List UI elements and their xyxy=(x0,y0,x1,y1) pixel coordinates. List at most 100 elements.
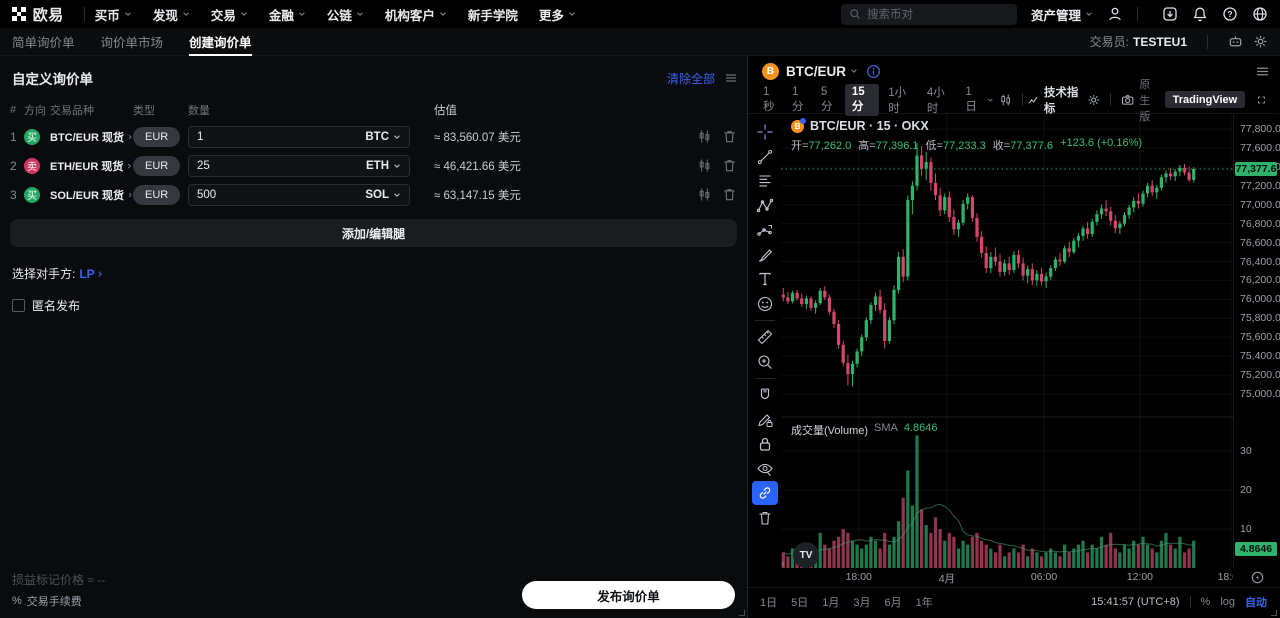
tf-1m[interactable]: 1分 xyxy=(791,85,804,113)
bot-assistant-icon[interactable] xyxy=(1228,34,1243,49)
magnet-tool[interactable] xyxy=(752,383,778,407)
coin-selector[interactable]: SOL xyxy=(365,189,401,201)
delete-leg-icon[interactable] xyxy=(722,158,737,173)
info-icon[interactable] xyxy=(866,64,881,79)
menu-discover[interactable]: 发现 xyxy=(153,5,190,24)
pair-selector[interactable]: ETH/EUR 现货 xyxy=(50,158,133,174)
scroll-left-icon[interactable]: ‹ xyxy=(781,558,785,568)
tab-simple-rfq[interactable]: 简单询价单 xyxy=(12,36,75,50)
time-tick: 18:00 xyxy=(1217,571,1233,583)
menu-finance[interactable]: 金融 xyxy=(269,5,306,24)
trend-line-tool[interactable] xyxy=(752,145,778,169)
menu-buy-crypto[interactable]: 买币 xyxy=(95,5,132,24)
tf-5m[interactable]: 5分 xyxy=(820,85,833,113)
amount-input[interactable]: 1 BTC xyxy=(188,125,410,148)
screenshot-camera-icon[interactable] xyxy=(1121,92,1134,108)
candle-style-icon[interactable] xyxy=(999,92,1012,108)
fib-retracement-tool[interactable] xyxy=(752,169,778,193)
help-icon[interactable]: ? xyxy=(1222,6,1238,22)
forecast-tool[interactable] xyxy=(752,218,778,242)
range-5d[interactable]: 5日 xyxy=(791,596,809,609)
clock[interactable]: 15:41:57 (UTC+8) xyxy=(1091,595,1180,608)
brush-tool[interactable] xyxy=(752,243,778,267)
chart-canvas[interactable]: B BTC/EUR · 15 · OKX 开=77,262.0 高=77,396… xyxy=(781,114,1233,568)
counterparty-link[interactable]: LP xyxy=(79,267,103,281)
drawing-edit-lock-tool[interactable] xyxy=(752,408,778,432)
menu-more[interactable]: 更多 xyxy=(539,5,576,24)
range-3m[interactable]: 3月 xyxy=(853,596,871,609)
user-icon[interactable] xyxy=(1107,6,1123,22)
range-1m[interactable]: 1月 xyxy=(822,596,840,609)
pair-selector[interactable]: BTC/EUR 现货 xyxy=(50,129,133,145)
add-edit-legs-button[interactable]: 添加/编辑腿 xyxy=(10,219,737,247)
sync-drawings-tool[interactable] xyxy=(751,481,778,505)
range-6m[interactable]: 6月 xyxy=(884,596,902,609)
indicators-button[interactable]: 技术指标 xyxy=(1028,84,1082,116)
amount-input[interactable]: 500 SOL xyxy=(188,183,410,206)
tf-15m[interactable]: 15分 xyxy=(844,83,880,116)
tf-1h[interactable]: 1小时 xyxy=(888,86,907,115)
anonymous-checkbox[interactable] xyxy=(12,299,25,312)
tab-rfq-market[interactable]: 询价单市场 xyxy=(100,36,164,50)
menu-chain[interactable]: 公链 xyxy=(327,5,364,24)
panel-grip-icon[interactable] xyxy=(725,73,737,83)
timeframe-dropdown-icon[interactable] xyxy=(987,96,994,104)
tradingview-toggle[interactable]: TradingView xyxy=(1164,91,1246,108)
emoji-tool[interactable] xyxy=(752,292,778,316)
delete-leg-icon[interactable] xyxy=(722,187,737,202)
type-selector[interactable]: EUR xyxy=(133,126,181,147)
xabcd-pattern-tool[interactable] xyxy=(752,194,778,218)
type-selector[interactable]: EUR xyxy=(133,184,181,205)
clear-all-button[interactable]: 清除全部 xyxy=(666,71,715,86)
okx-brand[interactable]: 欧易 xyxy=(12,4,64,25)
time-axis[interactable]: 18:00 4月 06:00 12:00 18:00 xyxy=(748,568,1279,588)
type-selector[interactable]: EUR xyxy=(133,155,181,176)
hide-drawings-tool[interactable] xyxy=(752,457,778,481)
resize-corner[interactable] xyxy=(1271,610,1277,616)
price-axis[interactable]: 77,800.077,600.077,400.077,200.077,000.0… xyxy=(1233,114,1280,568)
text-tool[interactable] xyxy=(752,267,778,291)
delete-leg-icon[interactable] xyxy=(722,129,737,144)
resize-corner[interactable] xyxy=(739,610,745,616)
submit-rfq-button[interactable]: 发布询价单 xyxy=(522,581,735,609)
chevron-down-icon[interactable] xyxy=(850,67,858,75)
chart-menu-icon[interactable] xyxy=(1256,66,1269,77)
menu-trade[interactable]: 交易 xyxy=(211,5,248,24)
symbol-name[interactable]: BTC/EUR xyxy=(786,63,846,79)
chart-candles-icon[interactable] xyxy=(697,158,712,173)
measure-ruler-tool[interactable] xyxy=(752,325,778,349)
remove-drawings-tool[interactable] xyxy=(752,506,778,530)
chart-settings-gear-icon[interactable] xyxy=(1087,92,1100,108)
native-version-toggle[interactable]: 原生版 xyxy=(1139,78,1151,123)
language-globe-icon[interactable] xyxy=(1252,6,1268,22)
download-app-icon[interactable] xyxy=(1162,6,1178,22)
tf-1d[interactable]: 1日 xyxy=(965,85,977,113)
fullscreen-icon[interactable] xyxy=(1257,92,1266,108)
coin-selector[interactable]: BTC xyxy=(365,131,401,143)
percent-scale-toggle[interactable]: % xyxy=(1200,595,1211,608)
pair-selector[interactable]: SOL/EUR 现货 xyxy=(50,187,133,203)
go-to-realtime-icon[interactable] xyxy=(1250,570,1265,585)
crosshair-tool[interactable] xyxy=(752,120,778,144)
menu-institutions[interactable]: 机构客户 xyxy=(385,5,447,24)
chart-candles-icon[interactable] xyxy=(697,187,712,202)
tf-1s[interactable]: 1秒 xyxy=(763,85,775,113)
tradingview-logo[interactable]: TV xyxy=(793,542,819,568)
range-1y[interactable]: 1年 xyxy=(915,596,933,609)
lock-all-tool[interactable] xyxy=(752,432,778,456)
settings-gear-icon[interactable] xyxy=(1253,34,1268,49)
amount-input[interactable]: 25 ETH xyxy=(188,154,410,177)
tab-create-rfq[interactable]: 创建询价单 xyxy=(189,28,252,56)
tf-4h[interactable]: 4小时 xyxy=(926,86,945,115)
log-scale-toggle[interactable]: log xyxy=(1220,595,1235,608)
range-1d[interactable]: 1日 xyxy=(760,596,778,609)
chart-candles-icon[interactable] xyxy=(697,129,712,144)
search-input[interactable]: 搜索币对 xyxy=(840,3,1017,25)
notifications-icon[interactable] xyxy=(1192,6,1208,22)
assets-menu[interactable]: 资产管理 xyxy=(1031,5,1093,24)
coin-selector[interactable]: ETH xyxy=(366,160,401,172)
fee-line[interactable]: % 交易手续费 xyxy=(12,595,82,608)
menu-academy[interactable]: 新手学院 xyxy=(467,8,518,23)
zoom-in-tool[interactable] xyxy=(752,350,778,374)
auto-scale-toggle[interactable]: 自动 xyxy=(1245,596,1267,609)
